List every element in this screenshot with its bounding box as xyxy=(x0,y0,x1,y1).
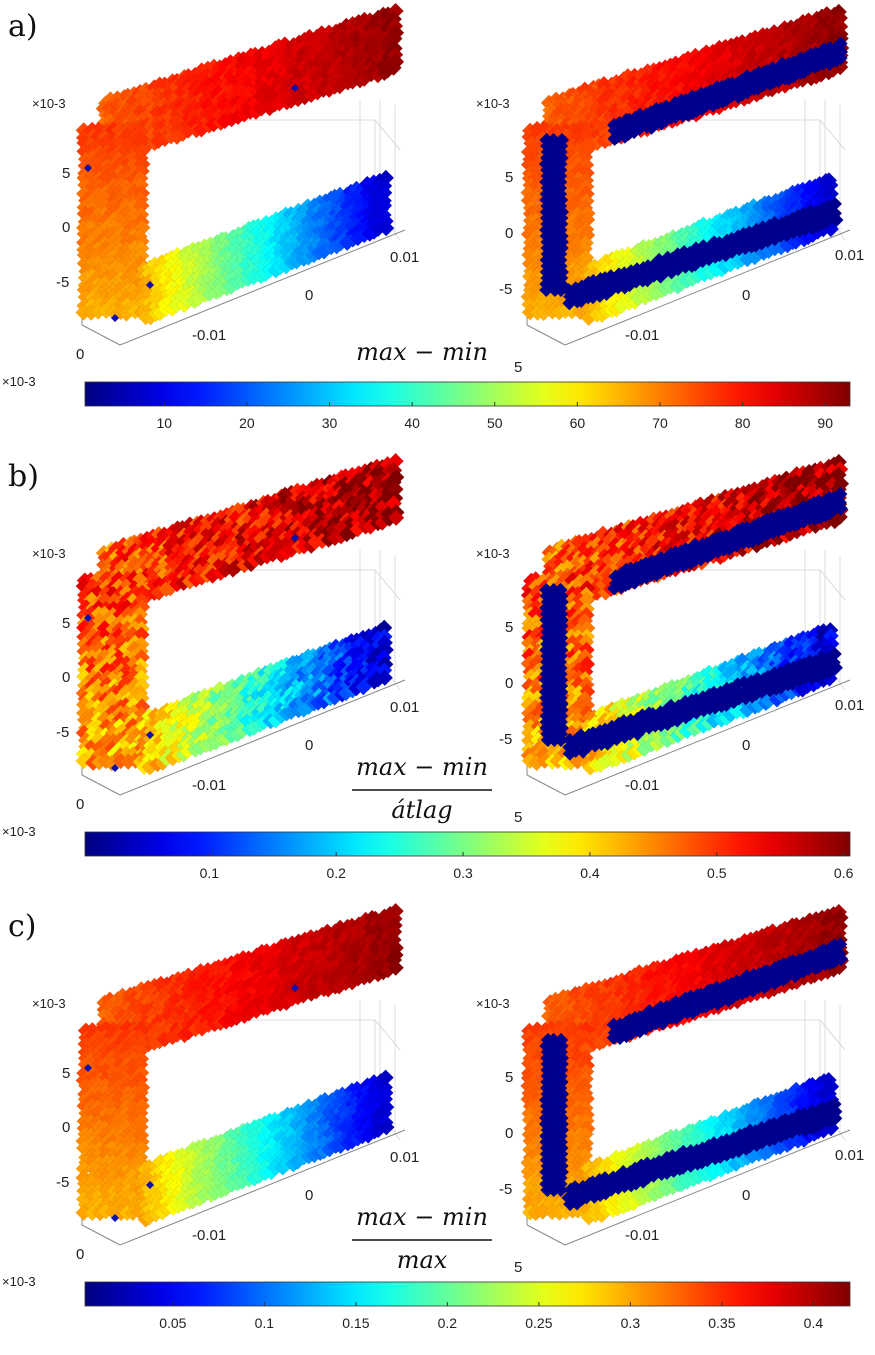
right-plot-markers xyxy=(521,454,849,776)
colorbar-tick-label: 30 xyxy=(322,415,338,431)
colorbar-tick-label: 20 xyxy=(239,415,255,431)
right-x-tick: 0.01 xyxy=(835,247,864,264)
right-x-tick: 0 xyxy=(742,287,750,304)
panel-b: b) ×10-3 5 0 -5 -0.01 0 0.01 0 ×10-3 5 0… xyxy=(0,450,875,900)
panel-letter: a) xyxy=(8,9,38,44)
left-y-tick: 0 xyxy=(76,796,84,813)
left-x-tick: 0 xyxy=(305,287,313,304)
colorbar-tick-label: 10 xyxy=(157,415,173,431)
colorbar-tick-label: 70 xyxy=(652,415,668,431)
y-axis-line xyxy=(82,325,120,345)
left-z-tick: -5 xyxy=(56,724,69,741)
left-z-tick: 5 xyxy=(62,165,70,182)
left-x-tick: 0.01 xyxy=(390,249,419,266)
right-z-tick: 0 xyxy=(505,225,513,242)
right-x-tick: -0.01 xyxy=(625,327,659,344)
left-x-tick: -0.01 xyxy=(192,327,226,344)
right-plot-multiplier: ×10-3 xyxy=(476,546,510,561)
left-y-tick: 0 xyxy=(76,346,84,363)
left-plot-multiplier: ×10-3 xyxy=(32,546,66,561)
left-plot-multiplier: ×10-3 xyxy=(32,96,66,111)
right-plot-markers xyxy=(521,4,850,326)
right-plot-multiplier: ×10-3 xyxy=(476,96,510,111)
colorbar-tick-label: 90 xyxy=(817,415,833,431)
right-y-tick: 5 xyxy=(514,359,522,376)
left-plot-markers xyxy=(76,453,405,775)
panel-letter: b) xyxy=(8,459,39,494)
left-z-tick: -5 xyxy=(56,274,69,291)
grid-line xyxy=(375,120,400,150)
grid-line xyxy=(820,120,845,150)
y-axis-line xyxy=(527,775,565,795)
right-z-tick: 0 xyxy=(505,675,513,692)
left-z-tick: 5 xyxy=(62,615,70,632)
left-plot-markers xyxy=(76,3,404,325)
right-z-tick: -5 xyxy=(499,731,512,748)
left-z-tick: 0 xyxy=(62,669,70,686)
colorbar-tick-label: 60 xyxy=(570,415,586,431)
right-plot: ×10-3 5 0 -5 -0.01 0 0.01 5 xyxy=(476,454,864,826)
left-z-tick: 0 xyxy=(62,219,70,236)
colorbar-multiplier: ×10-3 xyxy=(2,374,36,389)
y-axis-line xyxy=(527,325,565,345)
colorbar: ×10-3 10 20 30 40 50 60 70 80 90 xyxy=(2,374,850,431)
grid-line xyxy=(820,570,845,600)
left-x-tick: 0 xyxy=(305,737,313,754)
formula: max − min xyxy=(352,338,492,367)
grid-line xyxy=(375,570,400,600)
colorbar-tick-label: 80 xyxy=(735,415,751,431)
left-x-tick: -0.01 xyxy=(192,777,226,794)
right-plot: ×10-3 5 0 -5 -0.01 0 0.01 5 xyxy=(476,4,864,376)
right-z-tick: 5 xyxy=(505,619,513,636)
panel-a-svg: a) ×10-3 5 0 -5 -0.01 0 0.01 0 ×10-3 5 0… xyxy=(0,0,875,450)
panel-b-svg: b) ×10-3 5 0 -5 -0.01 0 0.01 0 ×10-3 5 0… xyxy=(0,450,875,900)
colorbar-tick-label: 40 xyxy=(404,415,420,431)
colorbar-gradient xyxy=(85,382,850,406)
right-z-tick: -5 xyxy=(499,281,512,298)
left-plot: ×10-3 5 0 -5 -0.01 0 0.01 0 xyxy=(32,3,419,363)
y-axis-line xyxy=(82,775,120,795)
formula-numerator: max − min xyxy=(356,338,488,366)
right-z-tick: 5 xyxy=(505,169,513,186)
left-x-tick: 0.01 xyxy=(390,699,419,716)
colorbar-tick-label: 50 xyxy=(487,415,503,431)
panel-a: a) ×10-3 5 0 -5 -0.01 0 0.01 0 ×10-3 5 0… xyxy=(0,0,875,450)
